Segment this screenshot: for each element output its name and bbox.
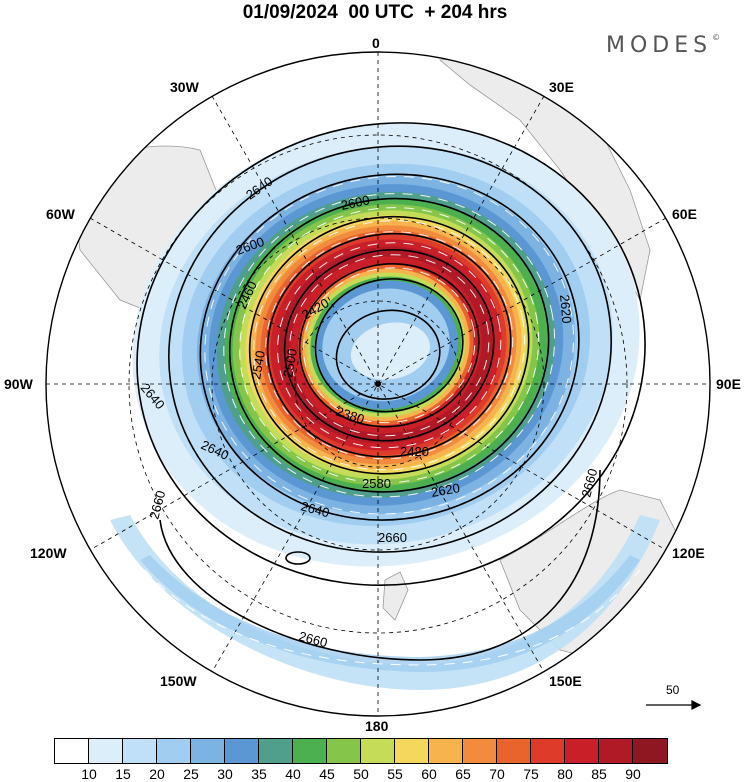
- contour-label: 2660: [297, 628, 329, 650]
- colorbar-swatch: [327, 739, 361, 763]
- colorbar: [54, 738, 668, 764]
- contour-label: 2600: [340, 192, 371, 213]
- colorbar-swatch: [599, 739, 633, 763]
- colorbar-swatch: [55, 739, 89, 763]
- contour-label: 2640: [299, 498, 331, 520]
- lon-label-150e: 150E: [549, 673, 582, 689]
- contour-2540: [266, 232, 512, 458]
- colorbar-swatch: [429, 739, 463, 763]
- contour-label: 2620: [430, 480, 461, 500]
- colorbar-tick-label: 70: [489, 766, 505, 782]
- lon-label-90w: 90W: [4, 376, 33, 392]
- lon-label-150w: 150W: [160, 673, 197, 689]
- contour-label: 2620: [557, 294, 574, 324]
- colorbar-tick-label: 10: [81, 766, 97, 782]
- colorbar-swatch: [531, 739, 565, 763]
- colorbar-tick-label: 45: [319, 766, 335, 782]
- brand-text: MODES: [606, 33, 713, 58]
- lon-label-30e: 30E: [549, 79, 574, 95]
- colorbar-swatch: [89, 739, 123, 763]
- lon-label-180: 180: [365, 718, 389, 734]
- colorbar-swatch: [463, 739, 497, 763]
- map-boundary: [45, 51, 711, 717]
- title-lead: + 204 hrs: [424, 2, 508, 23]
- contour-label: 2660: [578, 467, 600, 499]
- lon-label-120e: 120E: [672, 545, 705, 561]
- contour-2460: [298, 263, 480, 428]
- contour-label: 2580: [362, 476, 391, 491]
- lon-label-60w: 60W: [46, 206, 75, 222]
- map-title: 01/09/2024 00 UTC + 204 hrs: [0, 2, 750, 24]
- contour-label: 2540: [248, 349, 268, 380]
- title-run: 00 UTC: [348, 2, 414, 23]
- colorbar-tick-label: 15: [115, 766, 131, 782]
- colorbar-tick-label: 85: [591, 766, 607, 782]
- colorbar-tick-label: 35: [251, 766, 267, 782]
- contour-2500: [283, 248, 495, 442]
- colorbar-swatch: [565, 739, 599, 763]
- lon-label-120w: 120W: [30, 545, 67, 561]
- colorbar-tick-label: 90: [625, 766, 641, 782]
- colorbar-tick-label: 75: [523, 766, 539, 782]
- brand-mark: ©: [712, 33, 721, 42]
- contour-label: 2660: [146, 489, 168, 521]
- colorbar-tick-label: 55: [387, 766, 403, 782]
- lon-label-90e: 90E: [716, 376, 741, 392]
- colorbar-swatch: [157, 739, 191, 763]
- reference-vector-arrow: [646, 700, 702, 710]
- colorbar-tick-label: 30: [217, 766, 233, 782]
- wind-vectors: [204, 175, 574, 515]
- contour-2580: [248, 215, 530, 475]
- contour-label: 2660: [378, 530, 407, 545]
- colorbar-tick-label: 80: [557, 766, 573, 782]
- title-date: 01/09/2024: [242, 2, 338, 23]
- lon-label-60e: 60E: [672, 206, 697, 222]
- pole-marker: [375, 381, 381, 387]
- colorbar-swatch: [293, 739, 327, 763]
- colorbar-tick-label: 25: [183, 766, 199, 782]
- colorbar-tick-label: 20: [149, 766, 165, 782]
- lon-label-30w: 30W: [170, 79, 199, 95]
- contour-label: 2420: [400, 444, 429, 459]
- colorbar-swatch: [225, 739, 259, 763]
- colorbar-swatch: [395, 739, 429, 763]
- southern-jet-band-core: [140, 555, 640, 672]
- brand-logo: MODES©: [606, 33, 720, 58]
- colorbar-tick-label: 50: [353, 766, 369, 782]
- contour-2640: [168, 145, 612, 553]
- lon-label-0: 0: [372, 35, 380, 51]
- reference-vector-value: 50: [666, 683, 680, 697]
- contour-2380: [335, 309, 441, 400]
- colorbar-swatch: [123, 739, 157, 763]
- colorbar-swatch: [191, 739, 225, 763]
- colorbar-tick-label: 65: [455, 766, 471, 782]
- contour-label: 2500: [280, 347, 300, 378]
- contour-2660-south: [159, 469, 601, 661]
- colorbar-tick-label: 60: [421, 766, 437, 782]
- colorbar-swatch: [497, 739, 531, 763]
- contour-2620: [199, 173, 580, 521]
- contour-2660: [136, 122, 646, 586]
- colorbar-tick-label: 40: [285, 766, 301, 782]
- southern-wind-vectors: [144, 569, 641, 666]
- new-zealand-landmass: [382, 571, 409, 621]
- small-closed-contour: [285, 551, 311, 565]
- colorbar-swatch: [259, 739, 293, 763]
- colorbar-swatch: [633, 739, 667, 763]
- height-contours: [136, 122, 646, 586]
- contour-2420: [314, 278, 464, 413]
- contour-2600: [228, 197, 550, 493]
- colorbar-swatch: [361, 739, 395, 763]
